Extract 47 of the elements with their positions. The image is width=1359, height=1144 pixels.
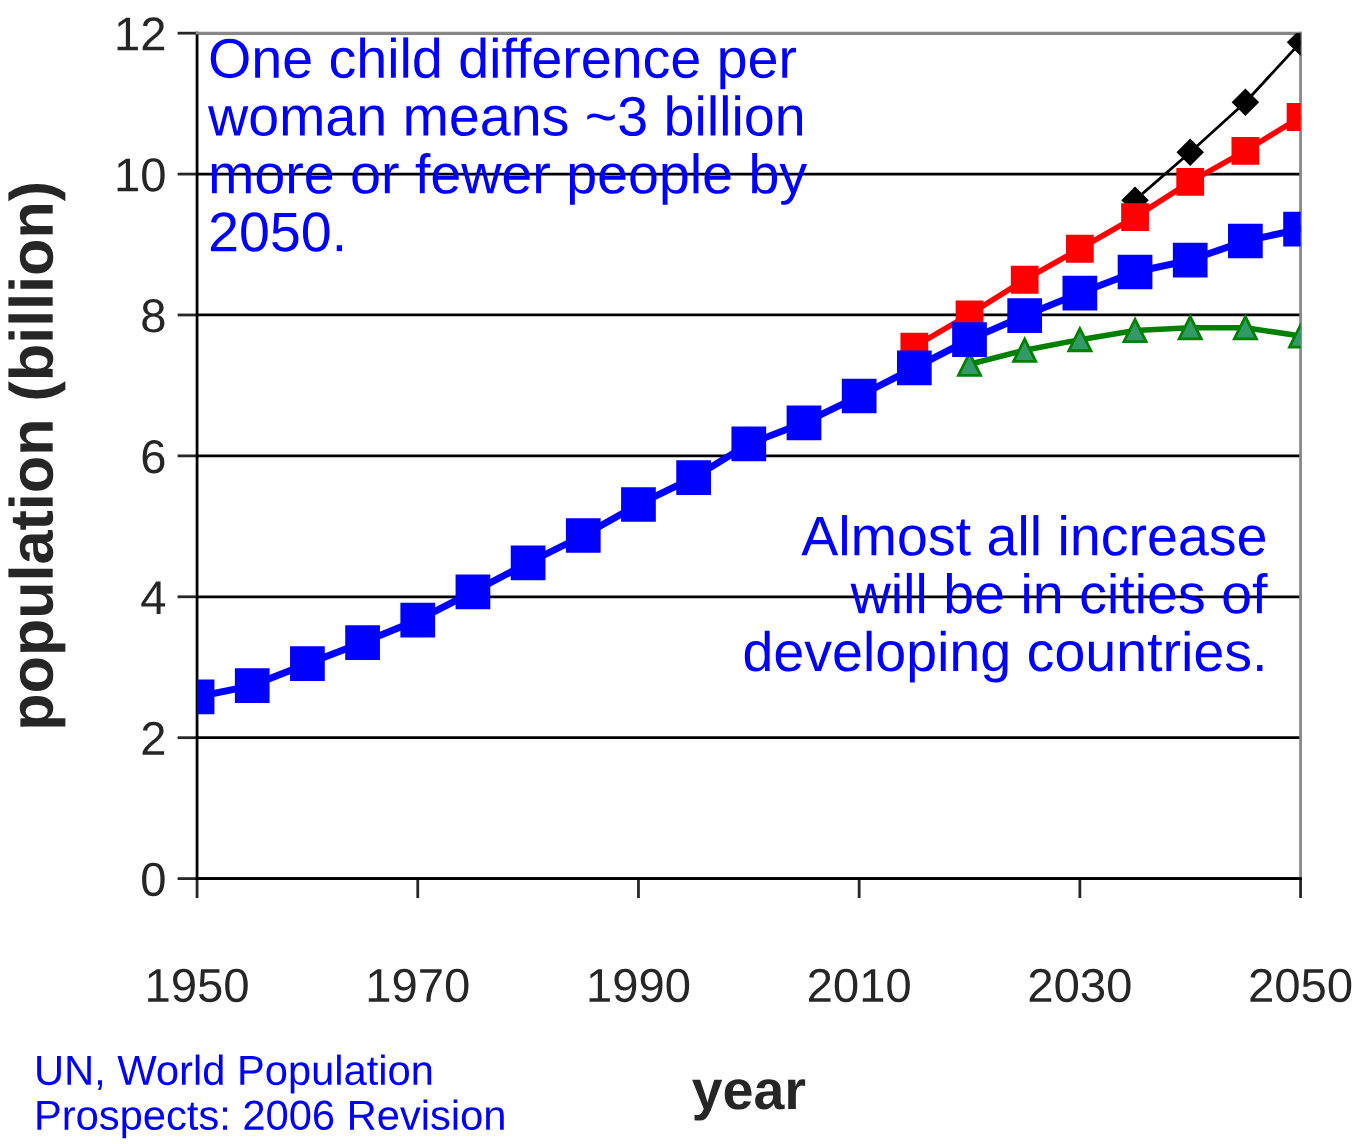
point — [1010, 265, 1039, 294]
point — [1176, 167, 1205, 196]
point — [1228, 223, 1263, 259]
point — [896, 350, 932, 386]
point — [455, 574, 491, 610]
x-axis-title: year — [692, 1079, 806, 1121]
point — [1062, 275, 1098, 311]
y-tick-label: 2 — [142, 721, 165, 755]
y-tick-label: 10 — [117, 158, 165, 192]
point — [731, 426, 767, 462]
point — [1117, 254, 1153, 290]
point — [1177, 315, 1203, 341]
point — [1172, 242, 1208, 278]
point — [1007, 298, 1043, 334]
point — [621, 487, 656, 522]
point — [786, 405, 822, 441]
y-tick-label: 8 — [142, 299, 165, 333]
point — [345, 625, 380, 660]
point — [841, 378, 877, 414]
y-tick-label: 12 — [117, 17, 165, 51]
point — [565, 518, 601, 553]
point — [1065, 234, 1094, 263]
point — [234, 668, 270, 703]
x-tick-label: 1970 — [368, 968, 469, 1003]
point — [1067, 327, 1093, 353]
point — [1232, 89, 1259, 116]
point — [400, 602, 436, 638]
point — [1121, 203, 1149, 231]
point — [1231, 136, 1260, 165]
text: UN, World Population Prospects: 2006 Revision — [37, 1054, 504, 1139]
point — [1177, 139, 1204, 166]
point — [510, 545, 546, 581]
point — [676, 460, 711, 496]
point — [952, 322, 987, 357]
y-tick-label: 0 — [142, 862, 165, 897]
y-axis-title: population (billion) — [8, 183, 66, 727]
y-tick-label: 6 — [142, 440, 165, 474]
point — [1012, 337, 1038, 363]
x-tick-label: 1950 — [148, 968, 248, 1003]
point — [1122, 317, 1148, 343]
y-tick-label: 4 — [141, 581, 166, 614]
x-tick-label: 2030 — [1029, 968, 1131, 1003]
x-tick-label: 2050 — [1250, 968, 1352, 1003]
x-tick-label: 1990 — [589, 968, 690, 1003]
x-tick-label: 2010 — [809, 968, 910, 1003]
point — [1232, 315, 1258, 341]
point — [290, 646, 325, 682]
